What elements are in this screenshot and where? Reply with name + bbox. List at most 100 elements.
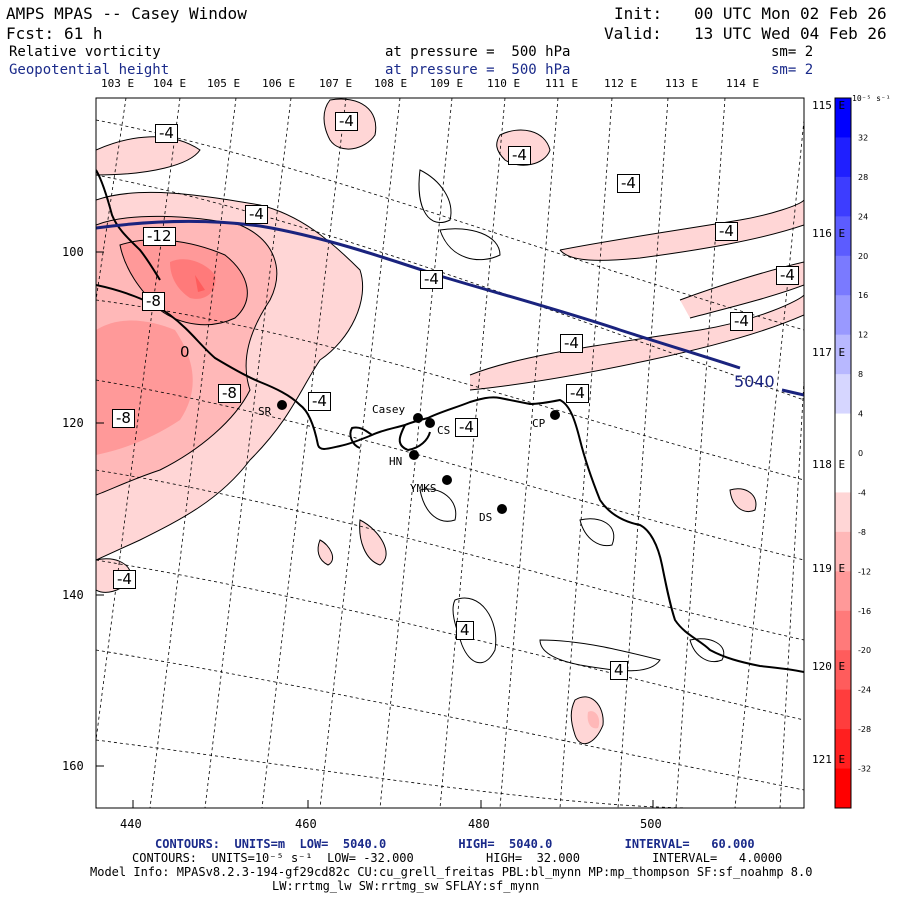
- vorticity-shading: [96, 99, 804, 744]
- y-tick-100: 100: [62, 245, 84, 259]
- colorbar-label: -16: [858, 607, 871, 616]
- contour-label: -4: [245, 205, 268, 224]
- field2-name: Geopotential height: [9, 62, 170, 78]
- footer-contours-vorticity: CONTOURS: UNITS=10⁻⁵ s⁻¹ LOW= -32.000 HI…: [132, 851, 783, 865]
- colorbar-swatch: [835, 374, 851, 415]
- colorbar-label: -28: [858, 725, 871, 734]
- field2-pressure: at pressure = 500 hPa: [385, 62, 571, 78]
- station-label-sr: SR: [258, 405, 272, 418]
- init-label: Init:: [614, 4, 663, 23]
- colorbar-swatch: [835, 453, 851, 493]
- lon-label-119: 119 E: [812, 562, 846, 575]
- contour-label: -8: [142, 292, 165, 311]
- station-markers: [277, 400, 560, 514]
- lon-label-105: 105 E: [207, 77, 241, 90]
- contour-label: -8: [218, 384, 241, 403]
- colorbar-label: 8: [858, 370, 863, 379]
- station-marker-sr: [277, 400, 287, 410]
- lon-label-114: 114 E: [726, 77, 760, 90]
- x-tick-440: 440: [120, 817, 142, 831]
- init-time: 00 UTC Mon 02 Feb 26: [694, 4, 887, 23]
- footer-contours-height: CONTOURS: UNITS=m LOW= 5040.0 HIGH= 5040…: [155, 837, 755, 851]
- colorbar-swatch: [835, 571, 851, 612]
- colorbar-swatch: [835, 729, 851, 770]
- colorbar-label: 4: [858, 410, 863, 419]
- contour-label: 4: [610, 661, 628, 680]
- colorbar-swatch: [835, 413, 851, 454]
- colorbar-swatch: [835, 98, 851, 138]
- station-marker-ymks: [442, 475, 452, 485]
- x-tick-500: 500: [640, 817, 662, 831]
- station-marker-casey: [413, 413, 423, 423]
- colorbar-label: 32: [858, 133, 868, 142]
- colorbar-label: -20: [858, 646, 871, 655]
- station-label-hn: HN: [389, 455, 403, 468]
- colorbar-label: -32: [858, 765, 871, 774]
- colorbar-swatch: [835, 650, 851, 691]
- lon-label-103: 103 E: [101, 77, 135, 90]
- contour-label: -4: [776, 266, 799, 285]
- station-label-ds: DS: [479, 511, 493, 524]
- valid-time: 13 UTC Wed 04 Feb 26: [694, 24, 887, 43]
- colorbar: 32 28 24 20 16 12 8 4 0 -4 -8 -12 -16 -20 -24 -28 -32: [835, 98, 871, 809]
- lon-label-104: 104 E: [153, 77, 187, 90]
- colorbar-label: -4: [858, 488, 866, 497]
- station-label-casey: Casey: [372, 403, 406, 416]
- contour-label: -4: [308, 392, 331, 411]
- colorbar-swatch: [835, 216, 851, 257]
- colorbar-swatch: [835, 610, 851, 651]
- field1-pressure: at pressure = 500 hPa: [385, 44, 571, 60]
- contour-label: -4: [420, 270, 443, 289]
- lon-label-112: 112 E: [604, 77, 638, 90]
- colorbar-swatch: [835, 768, 851, 809]
- colorbar-label: 0: [858, 449, 863, 458]
- contour-label: -4: [508, 146, 531, 165]
- lon-label-111: 111 E: [545, 77, 579, 90]
- contour-label: -4: [715, 222, 738, 241]
- forecast-label: Fcst:: [6, 24, 55, 43]
- contour-label: 0: [180, 343, 190, 361]
- footer-model-info: Model Info: MPASv8.2.3-194-gf29cd82c CU:…: [90, 865, 813, 879]
- colorbar-label: 12: [858, 331, 868, 340]
- colorbar-swatch: [835, 531, 851, 572]
- station-marker-cp: [550, 410, 560, 420]
- height-contour-label: 5040: [734, 372, 775, 391]
- station-marker-hn: [409, 450, 419, 460]
- colorbar-swatch: [835, 492, 851, 533]
- contour-label: -4: [617, 174, 640, 193]
- lon-label-115: 115 E: [812, 99, 846, 112]
- colorbar-label: 20: [858, 252, 868, 261]
- lon-label-110: 110 E: [487, 77, 521, 90]
- lon-label-117: 117 E: [812, 346, 846, 359]
- colorbar-label: 16: [858, 291, 868, 300]
- y-tick-160: 160: [62, 759, 84, 773]
- lon-label-108: 108 E: [374, 77, 408, 90]
- colorbar-swatch: [835, 176, 851, 217]
- x-tick-460: 460: [295, 817, 317, 831]
- contour-label: -12: [143, 227, 176, 246]
- contour-label: 4: [456, 621, 474, 640]
- field2-smoothing: sm= 2: [771, 62, 814, 78]
- y-tick-120: 120: [62, 416, 84, 430]
- plot-frame: [95, 97, 805, 809]
- contour-label: -4: [113, 570, 136, 589]
- lon-label-107: 107 E: [319, 77, 353, 90]
- contour-label: -8: [112, 409, 135, 428]
- colorbar-label: -8: [858, 528, 866, 537]
- colorbar-swatch: [835, 137, 851, 178]
- lon-label-109: 109 E: [430, 77, 464, 90]
- contour-label: -4: [155, 124, 178, 143]
- coastline: [96, 169, 804, 673]
- x-tick-480: 480: [468, 817, 490, 831]
- colorbar-unit: 10⁻⁵ s⁻¹: [852, 94, 891, 103]
- lon-label-106: 106 E: [262, 77, 296, 90]
- map-plot-area: [96, 98, 804, 808]
- colorbar-swatch: [835, 295, 851, 336]
- lon-label-121: 121 E: [812, 753, 846, 766]
- colorbar-swatch: [835, 689, 851, 730]
- contour-label: -4: [335, 112, 358, 131]
- colorbar-frame: [834, 97, 852, 809]
- field1-smoothing: sm= 2: [771, 44, 814, 60]
- colorbar-swatch: [835, 255, 851, 296]
